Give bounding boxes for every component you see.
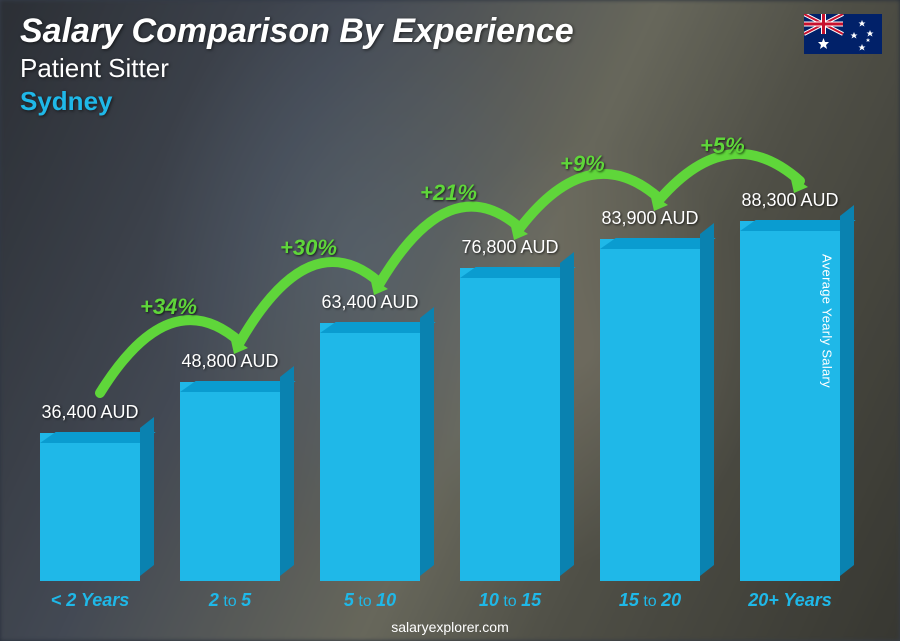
bar-group: 63,400 AUD xyxy=(304,292,436,581)
bar-group: 48,800 AUD xyxy=(164,351,296,581)
bar-side-face xyxy=(280,366,294,576)
x-axis-labels: < 2 Years 2 to 5 5 to 10 10 to 15 15 to 20 20… xyxy=(20,590,860,611)
x-axis-label: 2 to 5 xyxy=(164,590,296,611)
x-axis-label: 10 to 15 xyxy=(444,590,576,611)
bar-side-face xyxy=(420,307,434,576)
bar-front-face xyxy=(320,323,420,581)
bar xyxy=(40,433,140,581)
bar-group: 88,300 AUD xyxy=(724,190,856,581)
increase-percent-label: +9% xyxy=(560,151,605,177)
bar xyxy=(320,323,420,581)
job-title: Patient Sitter xyxy=(20,53,880,84)
bar-front-face xyxy=(600,239,700,581)
bar-side-face xyxy=(140,417,154,576)
bar-value-label: 88,300 AUD xyxy=(741,190,838,211)
y-axis-label: Average Yearly Salary xyxy=(820,254,835,388)
bar-group: 76,800 AUD xyxy=(444,237,576,581)
increase-percent-label: +30% xyxy=(280,235,337,261)
bar-value-label: 48,800 AUD xyxy=(181,351,278,372)
flag-icon xyxy=(804,14,882,54)
bar-front-face xyxy=(180,382,280,581)
x-axis-label: 15 to 20 xyxy=(584,590,716,611)
bar-top-face xyxy=(600,238,716,249)
bar-top-face xyxy=(460,267,576,278)
bar-top-face xyxy=(740,220,856,231)
bar xyxy=(460,268,560,581)
increase-percent-label: +21% xyxy=(420,180,477,206)
bar-side-face xyxy=(560,252,574,576)
bar-value-label: 76,800 AUD xyxy=(461,237,558,258)
bar-side-face xyxy=(700,223,714,576)
header: Salary Comparison By Experience Patient … xyxy=(20,12,880,117)
x-axis-label: < 2 Years xyxy=(24,590,156,611)
chart-title: Salary Comparison By Experience xyxy=(20,12,880,51)
footer-source: salaryexplorer.com xyxy=(0,619,900,635)
bar xyxy=(180,382,280,581)
bar-group: 83,900 AUD xyxy=(584,208,716,581)
increase-percent-label: +34% xyxy=(140,294,197,320)
increase-percent-label: +5% xyxy=(700,133,745,159)
bar xyxy=(600,239,700,581)
bar-top-face xyxy=(180,381,296,392)
bar-group: 36,400 AUD xyxy=(24,402,156,581)
bar-top-face xyxy=(40,432,156,443)
bar-top-face xyxy=(320,322,436,333)
bar-side-face xyxy=(840,205,854,576)
bar-front-face xyxy=(460,268,560,581)
x-axis-label: 20+ Years xyxy=(724,590,856,611)
bar-value-label: 83,900 AUD xyxy=(601,208,698,229)
city-name: Sydney xyxy=(20,86,880,117)
bar-front-face xyxy=(40,433,140,581)
bar-value-label: 63,400 AUD xyxy=(321,292,418,313)
x-axis-label: 5 to 10 xyxy=(304,590,436,611)
bar-value-label: 36,400 AUD xyxy=(41,402,138,423)
